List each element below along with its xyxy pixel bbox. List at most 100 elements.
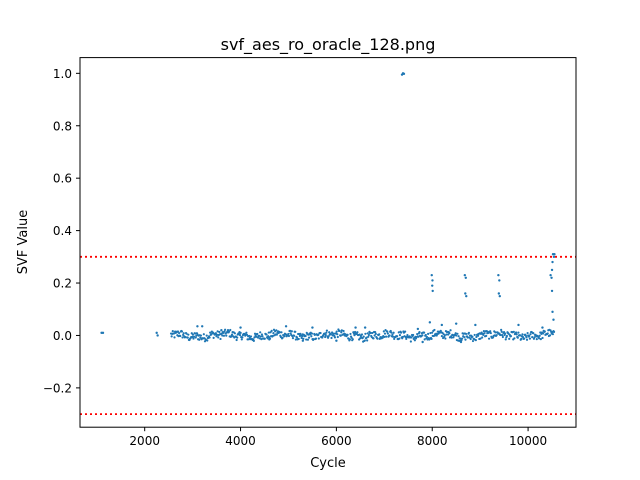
data-point <box>366 332 369 335</box>
data-point <box>525 336 528 339</box>
x-tick-label: 4000 <box>225 434 256 448</box>
data-point <box>263 337 266 340</box>
data-point <box>482 329 485 333</box>
data-point <box>182 332 185 335</box>
data-point <box>338 329 341 332</box>
data-point <box>202 333 205 336</box>
data-point <box>351 338 354 341</box>
data-point <box>551 333 555 336</box>
data-point <box>392 331 395 334</box>
data-point <box>198 338 201 341</box>
data-point <box>552 255 556 259</box>
data-point <box>310 332 314 335</box>
data-point <box>464 338 467 341</box>
data-point <box>374 332 377 335</box>
data-point <box>222 334 226 337</box>
data-point <box>229 328 232 332</box>
data-point <box>482 333 485 337</box>
data-point <box>477 334 480 337</box>
x-tick-label: 6000 <box>321 434 352 448</box>
data-point <box>497 273 500 277</box>
data-point <box>245 331 248 334</box>
data-point <box>208 336 211 339</box>
data-point <box>391 333 394 336</box>
data-point <box>257 334 261 337</box>
data-point <box>220 332 223 335</box>
data-point <box>397 331 400 334</box>
data-point <box>440 323 444 327</box>
data-point <box>401 335 404 339</box>
data-point <box>259 331 262 334</box>
data-point <box>398 337 401 340</box>
data-point <box>383 335 386 339</box>
data-point <box>454 322 458 325</box>
data-point <box>431 284 434 287</box>
data-point <box>423 338 426 341</box>
y-tick-label: 0.4 <box>53 224 72 238</box>
data-point <box>281 336 284 339</box>
data-point <box>421 334 424 337</box>
data-point <box>550 276 553 279</box>
data-point <box>191 335 194 339</box>
data-point <box>330 336 333 340</box>
data-point <box>310 335 313 338</box>
data-point <box>214 332 218 335</box>
data-point <box>463 273 467 277</box>
data-point <box>199 336 202 339</box>
data-point <box>170 335 173 338</box>
data-point <box>481 336 484 339</box>
data-point <box>553 253 556 256</box>
data-point <box>465 294 468 298</box>
data-point <box>217 336 220 339</box>
data-point <box>501 333 504 337</box>
data-point <box>185 332 188 335</box>
y-tick-label: 0.6 <box>53 172 72 186</box>
data-point <box>416 332 419 336</box>
data-point <box>362 335 365 338</box>
data-point <box>513 337 516 340</box>
data-point <box>293 334 296 337</box>
data-point <box>219 337 222 341</box>
data-point <box>549 273 552 277</box>
data-point <box>240 338 243 341</box>
data-point <box>271 334 274 338</box>
data-point <box>284 325 288 328</box>
data-point <box>431 289 434 293</box>
data-point <box>456 332 459 335</box>
data-point <box>186 336 189 339</box>
data-point <box>196 325 199 328</box>
x-tick-label: 2000 <box>129 434 160 448</box>
data-point <box>305 338 308 341</box>
data-point <box>509 335 513 338</box>
data-point <box>253 336 256 339</box>
data-point <box>235 338 238 342</box>
plot-frame <box>79 57 577 428</box>
data-point <box>378 337 381 340</box>
data-point <box>457 335 460 338</box>
data-point <box>331 334 334 337</box>
data-point <box>390 331 393 334</box>
data-point <box>287 332 290 336</box>
data-point <box>346 333 349 336</box>
data-point <box>224 328 227 331</box>
data-point <box>215 333 219 336</box>
data-point <box>233 332 236 335</box>
data-point <box>499 333 502 337</box>
chart-title: svf_aes_ro_oracle_128.png <box>221 35 436 55</box>
data-point <box>416 327 420 331</box>
data-point <box>249 335 253 338</box>
data-point <box>354 326 357 329</box>
data-point <box>429 331 432 335</box>
data-point <box>101 331 105 335</box>
data-point <box>458 339 461 342</box>
y-axis-label: SVF Value <box>16 210 31 274</box>
data-point <box>500 330 503 333</box>
data-point <box>424 333 427 337</box>
data-point <box>275 329 278 332</box>
data-point <box>538 334 541 337</box>
y-tick-label: 0.2 <box>53 277 72 291</box>
data-point <box>479 337 482 340</box>
data-point <box>546 332 549 335</box>
data-point <box>464 292 467 295</box>
data-point <box>450 336 453 339</box>
